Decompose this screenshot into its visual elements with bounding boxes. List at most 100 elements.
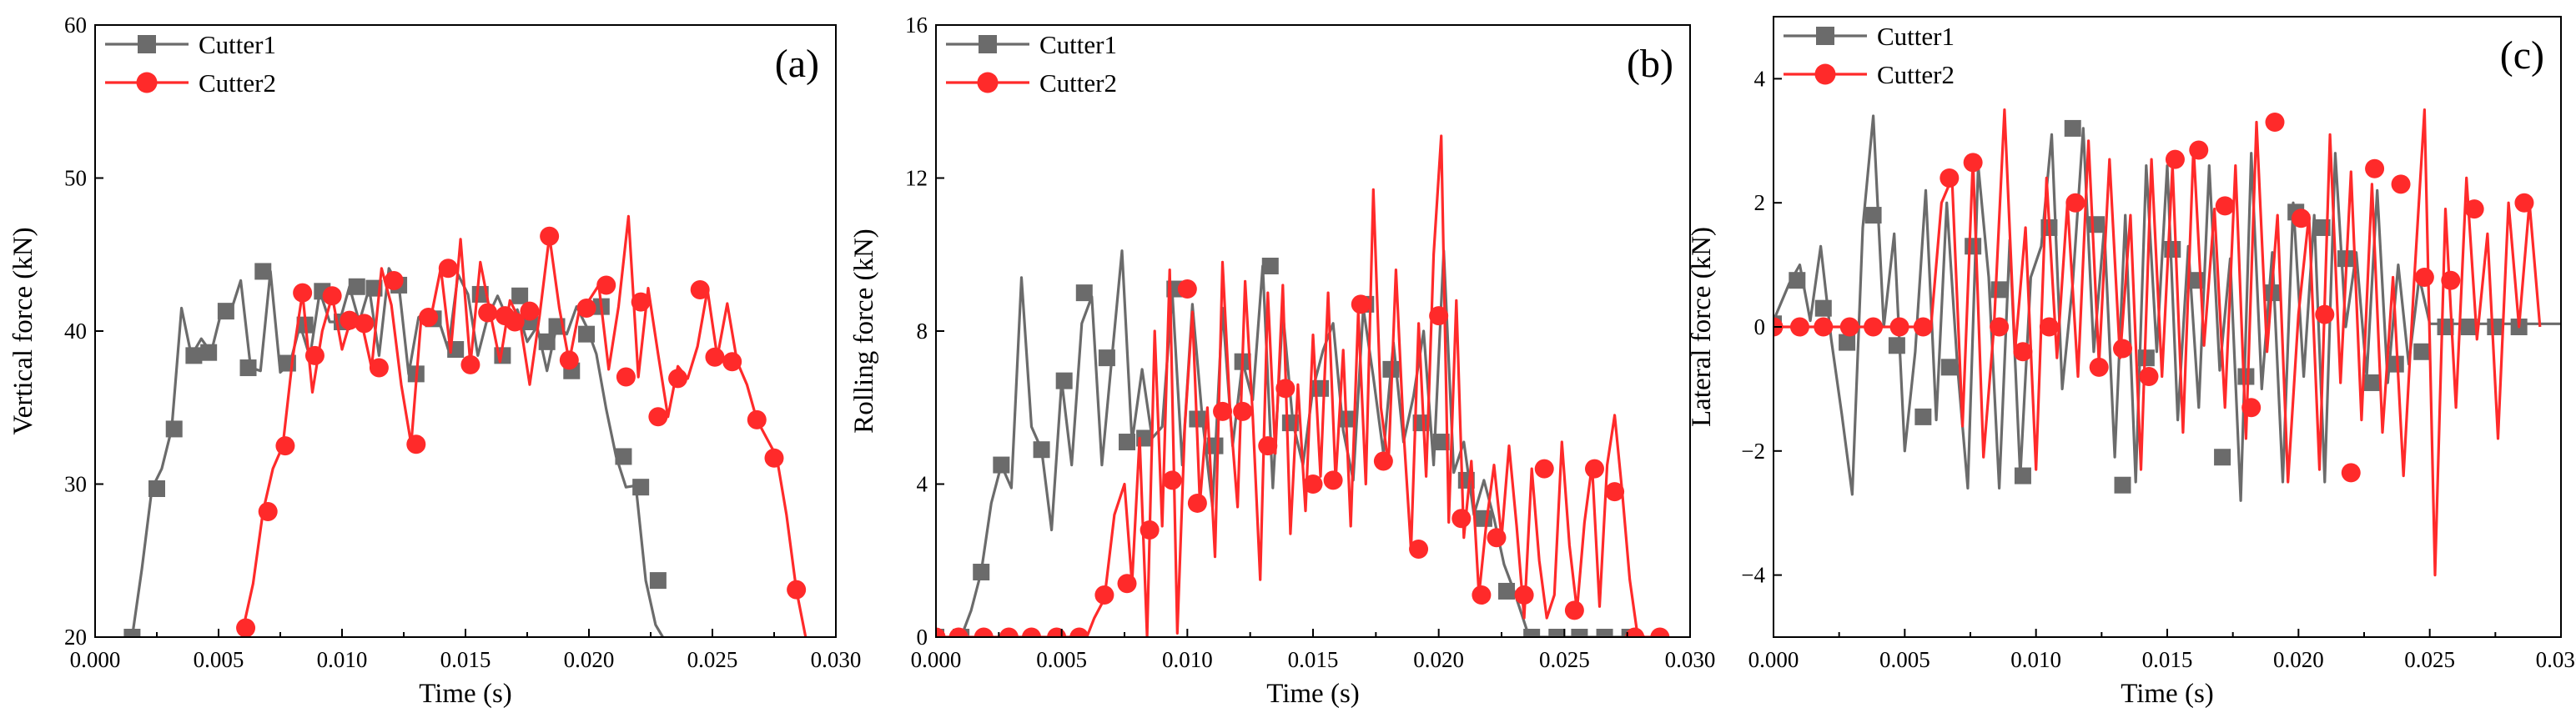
- y-tick-label: 4: [1754, 66, 1766, 91]
- x-tick-label: 0.010: [1162, 647, 1213, 672]
- marker-cutter1: [1940, 359, 1958, 376]
- marker-cutter1: [632, 479, 650, 496]
- marker-cutter2: [1913, 317, 1933, 337]
- marker-cutter1: [148, 480, 165, 498]
- marker-cutter2: [2215, 196, 2235, 216]
- marker-cutter1: [1432, 434, 1450, 451]
- series-line-cutter2: [1774, 108, 2542, 577]
- marker-cutter2: [2464, 199, 2484, 219]
- marker-cutter2: [1514, 585, 1534, 605]
- marker-cutter2: [722, 352, 742, 372]
- marker-cutter2: [340, 310, 360, 330]
- marker-cutter2: [2514, 193, 2534, 213]
- marker-cutter1: [1075, 284, 1093, 302]
- marker-cutter2: [1351, 294, 1371, 314]
- marker-cutter2: [648, 407, 668, 427]
- marker-cutter2: [438, 259, 458, 279]
- y-tick-label: 4: [917, 472, 928, 497]
- y-axis-label: Rolling force (kN): [849, 228, 879, 434]
- marker-cutter2: [999, 627, 1019, 637]
- marker-cutter1: [1965, 238, 1982, 255]
- marker-cutter1: [348, 278, 365, 295]
- marker-cutter2: [1409, 539, 1429, 559]
- marker-cutter1: [1571, 629, 1588, 637]
- marker-cutter1: [2237, 368, 2255, 385]
- y-tick-label: 0: [1754, 314, 1766, 339]
- marker-cutter1: [239, 359, 257, 377]
- marker-cutter2: [1094, 585, 1114, 605]
- marker-cutter1: [1475, 510, 1492, 527]
- y-tick-label: 50: [64, 166, 87, 191]
- marker-cutter1: [185, 347, 203, 364]
- marker-cutter2: [1373, 451, 1393, 471]
- marker-cutter1: [993, 456, 1010, 474]
- marker-cutter1: [1098, 349, 1115, 367]
- marker-cutter2: [384, 270, 404, 290]
- marker-cutter2: [1275, 379, 1296, 399]
- x-tick-label: 0.005: [1879, 647, 1930, 672]
- marker-cutter2: [1233, 401, 1253, 421]
- marker-cutter2: [616, 367, 636, 387]
- marker-cutter2: [1789, 317, 1809, 337]
- marker-cutter2: [2241, 398, 2262, 418]
- marker-cutter1: [1888, 337, 1905, 354]
- x-tick-label: 0.030: [2536, 647, 2576, 672]
- marker-cutter2: [322, 286, 342, 306]
- marker-cutter2: [1452, 509, 1472, 529]
- plot-frame: [94, 24, 837, 638]
- marker-cutter2: [1940, 168, 1960, 188]
- x-tick-label: 0.020: [2273, 647, 2324, 672]
- marker-cutter2: [787, 580, 807, 600]
- marker-cutter2: [2391, 174, 2411, 194]
- marker-cutter2: [2165, 149, 2185, 169]
- panel-c: 0.000 0.005 0.010 0.015 0.020 0.025 0.030 −4 −2 0…: [1687, 16, 2576, 709]
- y-axis-label: Vertical force (kN): [8, 227, 38, 434]
- marker-cutter2: [406, 434, 426, 454]
- x-axis-label: Time (s): [1266, 679, 1360, 709]
- marker-cutter2: [1069, 627, 1089, 637]
- marker-cutter2: [2414, 267, 2434, 287]
- marker-cutter2: [668, 369, 688, 389]
- marker-cutter1: [973, 564, 990, 581]
- series-line-cutter1: [130, 267, 665, 637]
- marker-cutter1: [217, 303, 234, 320]
- marker-cutter1: [1596, 629, 1613, 637]
- x-tick-label: 0.025: [687, 647, 738, 672]
- y-tick-label: 2: [1754, 190, 1766, 215]
- marker-cutter2: [2089, 357, 2109, 377]
- marker-cutter1: [2088, 216, 2106, 233]
- marker-cutter2: [275, 436, 295, 456]
- panel-label: (a): [775, 42, 819, 86]
- y-tick-label: 0: [917, 625, 928, 650]
- x-tick-label: 0.000: [70, 647, 121, 672]
- y-axis-label: Lateral force (kN): [1687, 227, 1717, 427]
- marker-cutter1: [1340, 410, 1357, 428]
- panel-b: 0.000 0.005 0.010 0.015 0.020 0.025 0.030 0 4 8 12…: [849, 13, 1715, 709]
- marker-cutter2: [747, 409, 767, 429]
- marker-cutter2: [2013, 342, 2033, 362]
- marker-cutter1: [2214, 449, 2231, 466]
- series-line-cutter2: [936, 134, 1665, 637]
- marker-cutter2: [2341, 463, 2361, 483]
- x-axis-label: Time (s): [419, 679, 512, 709]
- marker-cutter2: [2139, 367, 2159, 387]
- marker-cutter2: [1487, 528, 1507, 548]
- marker-cutter2: [1889, 317, 1909, 337]
- marker-cutter1: [2460, 319, 2478, 335]
- marker-cutter2: [2365, 158, 2385, 178]
- x-tick-label: 0.020: [564, 647, 615, 672]
- marker-cutter1: [1864, 207, 1882, 224]
- legend-label-cutter1: Cutter1: [199, 30, 276, 59]
- legend-label-cutter1: Cutter1: [1877, 22, 1955, 51]
- marker-cutter2: [1534, 459, 1554, 479]
- x-tick-label: 0.000: [1748, 647, 1799, 672]
- marker-cutter2: [1650, 627, 1670, 637]
- marker-cutter2: [1625, 627, 1645, 637]
- marker-cutter2: [1429, 306, 1449, 326]
- y-tick-label: 20: [64, 625, 87, 650]
- series-line-cutter2: [242, 214, 808, 637]
- marker-cutter1: [511, 287, 529, 304]
- marker-cutter2: [1117, 574, 1137, 594]
- x-tick-label: 0.010: [2010, 647, 2061, 672]
- marker-cutter2: [293, 283, 313, 303]
